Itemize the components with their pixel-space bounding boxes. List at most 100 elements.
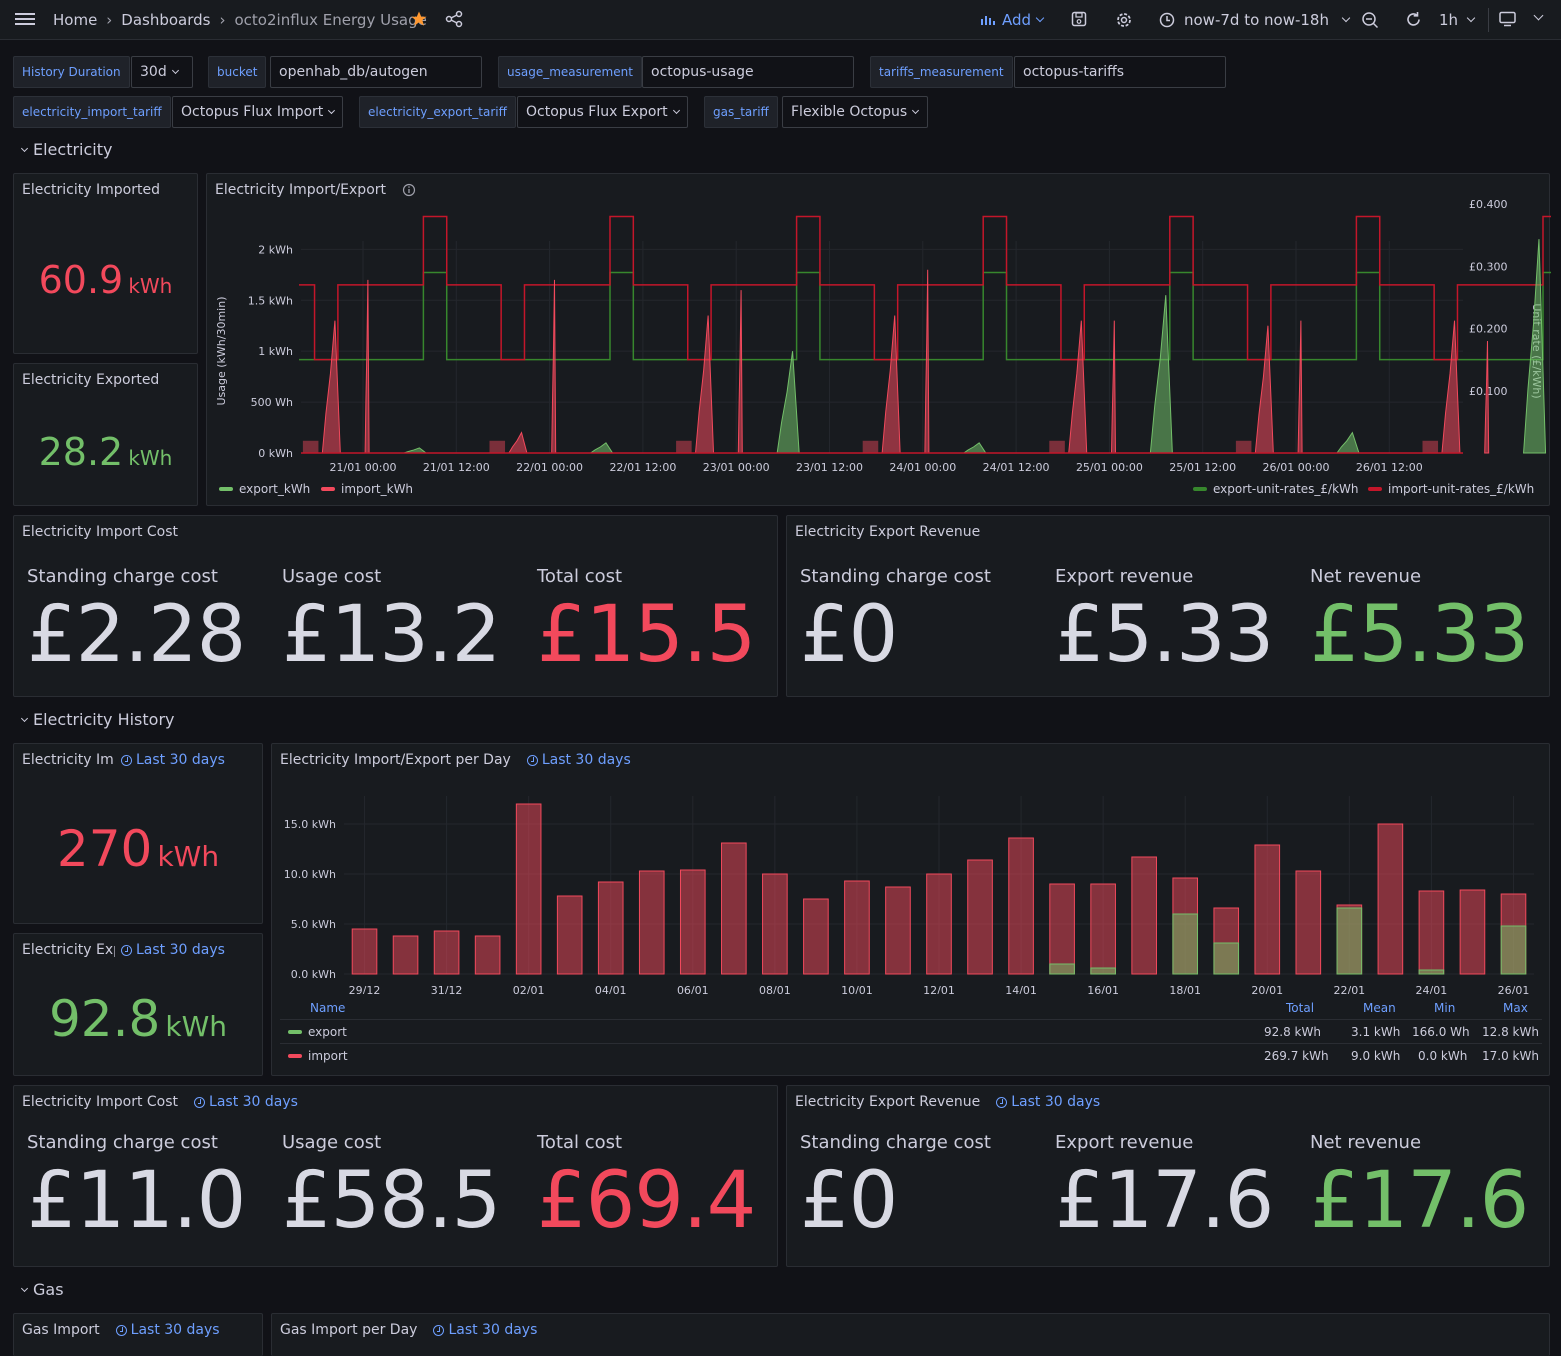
time-override-label: Last 30 days <box>130 1322 220 1338</box>
legend-header-mean[interactable]: Mean <box>1363 1001 1396 1015</box>
breadcrumb-home[interactable]: Home <box>53 11 98 29</box>
import-bar <box>1254 844 1281 975</box>
legend-swatch <box>321 487 335 491</box>
variable-select-gas-tariff[interactable]: Flexible Octopus <box>782 96 928 128</box>
legend-item-export[interactable]: export_kWh <box>219 482 310 496</box>
import-usage-baseline <box>489 440 506 453</box>
clock-icon <box>1159 12 1175 28</box>
legend-header-max[interactable]: Max <box>1503 1001 1528 1015</box>
legend-value: 12.8 kWh <box>1482 1025 1539 1039</box>
x-tick-label: 23/01 12:00 <box>796 461 863 474</box>
time-override-label: Last 30 days <box>541 752 631 768</box>
import-bar <box>1459 889 1486 975</box>
legend-header-name[interactable]: Name <box>310 1001 346 1015</box>
variable-label-gas-tariff: gas_tariff <box>704 96 778 128</box>
legend-item-import-unit-rates[interactable]: import-unit-rates_£/kWh <box>1368 482 1534 496</box>
variable-input-bucket[interactable]: openhab_db/autogen <box>270 56 482 88</box>
x-tick-label: 26/01 <box>1498 984 1530 994</box>
stat-value: 28.2 <box>38 430 124 474</box>
import-usage-spike <box>364 279 370 454</box>
time-override-link[interactable]: Last 30 days <box>115 1322 220 1338</box>
stat-panel-electricity-export-revenue-history: Electricity Export Revenue Last 30 days … <box>786 1085 1550 1267</box>
import-bar <box>433 930 460 975</box>
info-icon[interactable] <box>402 183 416 197</box>
import-bar <box>474 935 501 975</box>
chevron-down-icon <box>1035 13 1045 23</box>
time-override-link[interactable]: Last 30 days <box>121 752 225 768</box>
export-bar <box>1418 969 1445 975</box>
legend-value: 0.0 kWh <box>1418 1049 1468 1063</box>
barchart-panel-gas-per-day: Gas Import per Day Last 30 days <box>271 1313 1550 1356</box>
menu-icon[interactable] <box>14 10 36 28</box>
legend-divider <box>280 1019 1542 1020</box>
import-bar <box>967 859 993 975</box>
legend-item-export-unit-rates[interactable]: export-unit-rates_£/kWh <box>1193 482 1359 496</box>
variable-select-history-duration[interactable]: 30d <box>131 56 193 88</box>
electricity-per-day-chart[interactable]: 0.0 kWh 5.0 kWh 10.0 kWh 15.0 kWh 29/12 31/12… <box>272 744 1551 994</box>
time-picker-button[interactable]: now-7d to now-18h <box>1159 11 1351 29</box>
legend-swatch <box>219 487 233 491</box>
variable-input-tariffs-measurement[interactable]: octopus-tariffs <box>1014 56 1226 88</box>
legend-header-min[interactable]: Min <box>1434 1001 1456 1015</box>
stat-panel-electricity-export-history: Electricity Exp Last 30 days 92.8 kWh <box>13 933 263 1076</box>
variable-select-electricity-export-tariff[interactable]: Octopus Flux Export <box>517 96 688 128</box>
import-bar <box>1049 883 1075 975</box>
row-electricity[interactable]: Electricity <box>20 140 112 159</box>
view-mode-chevron-icon[interactable] <box>1533 10 1544 21</box>
import-bar <box>803 898 829 975</box>
variable-select-electricity-import-tariff[interactable]: Octopus Flux Import <box>172 96 343 128</box>
gear-icon[interactable] <box>1115 11 1133 29</box>
legend-value: 9.0 kWh <box>1351 1049 1401 1063</box>
time-override-link[interactable]: Last 30 days <box>194 1094 298 1110</box>
row-gas[interactable]: Gas <box>20 1280 64 1299</box>
stat-unit: kWh <box>157 840 220 873</box>
row-electricity-history[interactable]: Electricity History <box>20 710 174 729</box>
import-usage-baseline <box>1049 440 1065 453</box>
legend-item-import[interactable]: import_kWh <box>321 482 413 496</box>
toolbar-divider <box>1488 8 1489 32</box>
time-override-link[interactable]: Last 30 days <box>996 1094 1100 1110</box>
time-override-link[interactable]: Last 30 days <box>121 942 225 958</box>
legend-row-import[interactable]: import <box>288 1049 348 1063</box>
refresh-interval-picker[interactable]: 1h <box>1439 11 1476 29</box>
chevron-down-icon <box>20 144 29 152</box>
legend-label: import_kWh <box>341 482 414 496</box>
variable-input-usage-measurement[interactable]: octopus-usage <box>642 56 854 88</box>
legend-swatch <box>1368 487 1382 491</box>
legend-row-export[interactable]: export <box>288 1025 347 1039</box>
panel-title-label: Electricity Import/Export per Day <box>280 752 511 768</box>
breadcrumb-dashboards[interactable]: Dashboards <box>121 11 211 29</box>
export-bar <box>1090 967 1116 975</box>
clock-icon <box>433 1324 445 1336</box>
import-bar <box>1377 823 1404 975</box>
tv-mode-icon[interactable] <box>1499 11 1516 27</box>
zoom-out-icon[interactable] <box>1361 11 1379 29</box>
cost-value: £5.33 <box>1055 590 1274 680</box>
barchart-panel-electricity-per-day: Electricity Import/Export per Day Last 3… <box>271 743 1550 1076</box>
add-button[interactable]: Add <box>980 11 1045 29</box>
refresh-interval-label: 1h <box>1439 11 1459 29</box>
refresh-icon[interactable] <box>1405 11 1422 28</box>
time-override-link[interactable]: Last 30 days <box>526 752 631 768</box>
export-bar <box>1213 942 1240 975</box>
x-tick-label: 22/01 00:00 <box>516 461 583 474</box>
stat-unit: kWh <box>128 446 173 470</box>
import-usage-spike <box>1297 320 1303 454</box>
legend-header-total[interactable]: Total <box>1286 1001 1315 1015</box>
chevron-down-icon <box>912 106 920 114</box>
time-override-link[interactable]: Last 30 days <box>433 1322 537 1338</box>
share-icon[interactable] <box>445 10 463 28</box>
y2-tick-label: £0.200 <box>1469 323 1508 336</box>
save-icon[interactable] <box>1071 11 1087 27</box>
panel-title-label: Gas Import per Day <box>280 1322 418 1338</box>
variable-value: Flexible Octopus <box>791 104 908 120</box>
star-icon[interactable] <box>410 10 428 28</box>
panel-title-label: Electricity Import/Export <box>215 182 387 198</box>
panel-title-label: Gas Import <box>22 1322 100 1338</box>
time-override-label: Last 30 days <box>209 1094 298 1110</box>
legend-value: 166.0 Wh <box>1412 1025 1470 1039</box>
import-bar <box>926 873 952 975</box>
cost-value: £13.2 <box>282 590 501 680</box>
row-title-label: Electricity <box>33 140 113 159</box>
